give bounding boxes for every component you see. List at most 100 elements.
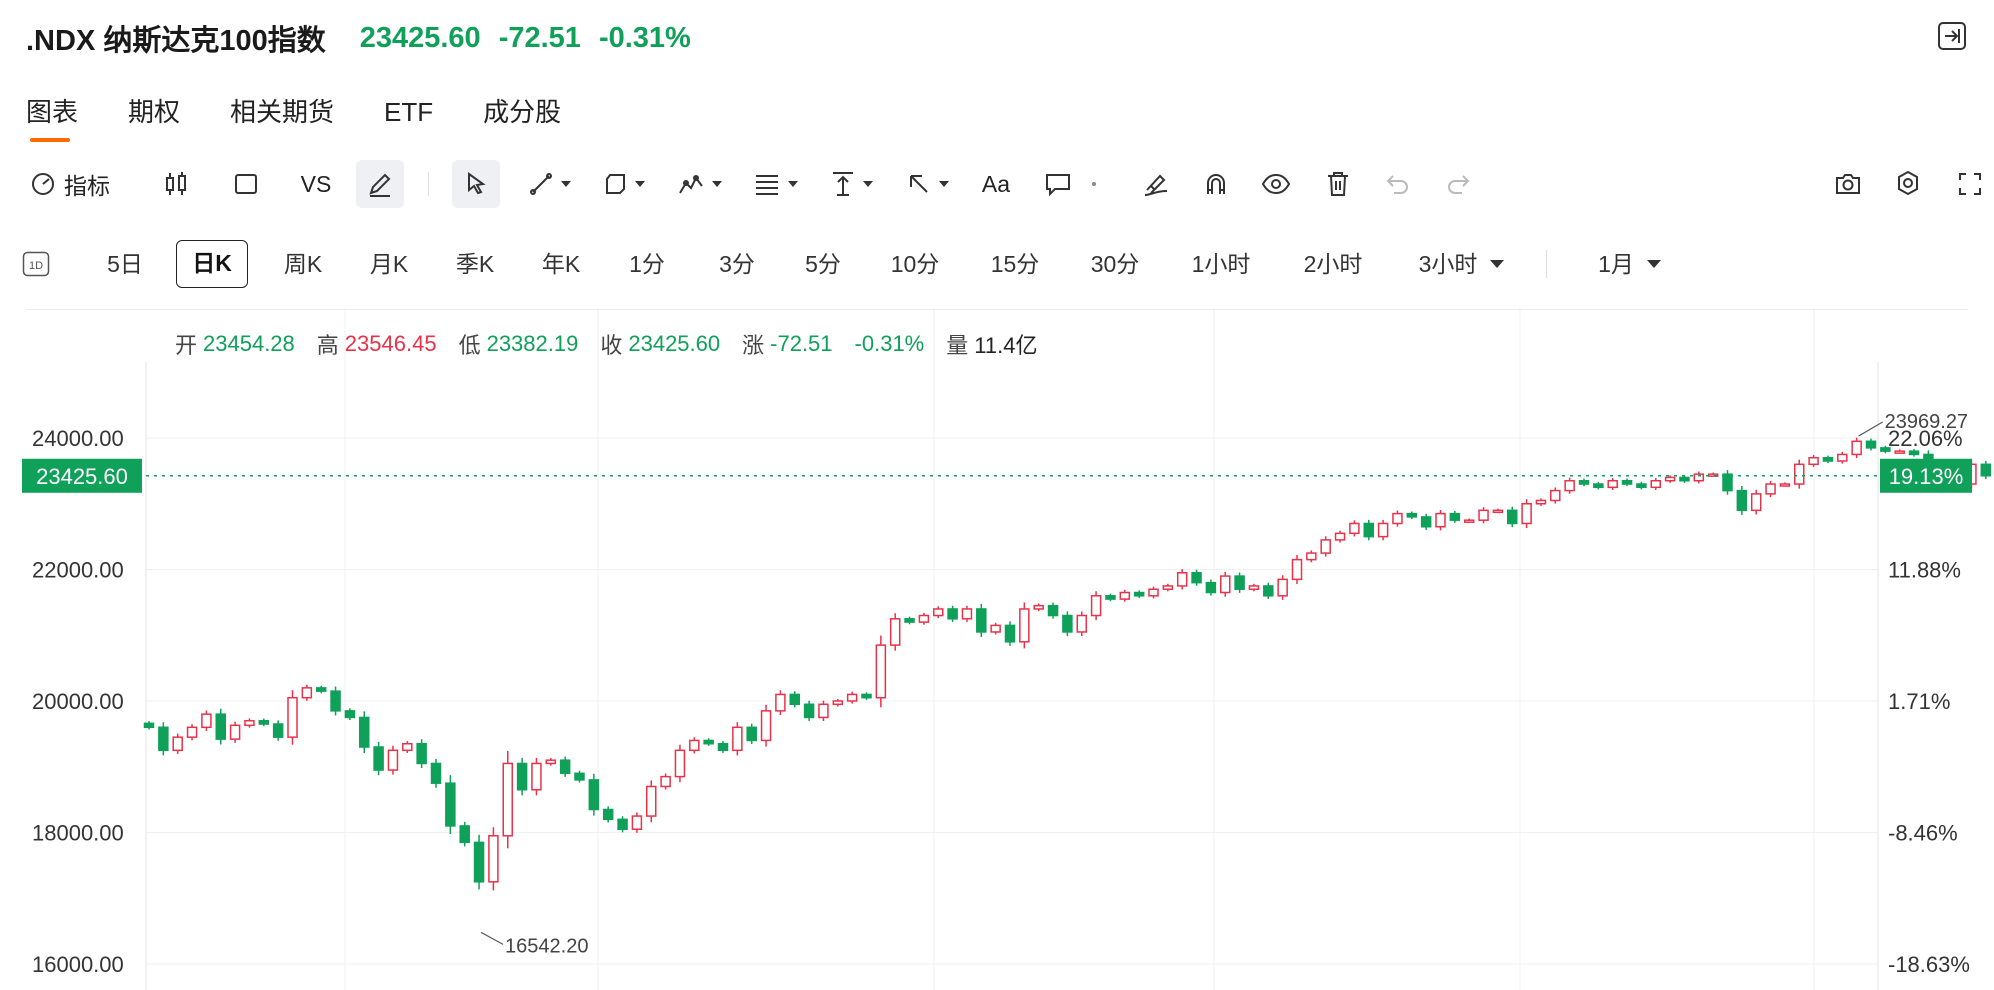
pattern-tool-button[interactable]: [670, 160, 730, 208]
fib-tool-icon: [756, 175, 778, 195]
cursor-tool-button[interactable]: [452, 160, 500, 208]
candle: [1837, 451, 1848, 464]
candle-body-up: [1607, 479, 1618, 489]
period-1hour[interactable]: 1小时: [1191, 251, 1251, 277]
candle: [545, 758, 557, 766]
tab-etf[interactable]: ETF: [384, 97, 434, 127]
candle: [1291, 555, 1303, 584]
candle: [1750, 489, 1762, 515]
candle-body-down: [430, 762, 442, 784]
candle: [1033, 603, 1044, 612]
period-1min[interactable]: 1分: [629, 251, 665, 277]
candle-body-down: [1449, 512, 1461, 521]
period-30min[interactable]: 30分: [1090, 251, 1140, 277]
screenshot-button[interactable]: [1826, 160, 1870, 208]
fullscreen-icon: [1959, 173, 1981, 195]
redo-button[interactable]: [1436, 160, 1480, 208]
candle: [1133, 590, 1145, 598]
y-axis-right-tick: 1.71%: [1888, 689, 1950, 714]
candle: [1521, 499, 1532, 529]
period-3min[interactable]: 3分: [719, 251, 755, 277]
period-15min[interactable]: 15分: [990, 251, 1040, 277]
fib-tool-button[interactable]: [746, 160, 806, 208]
pencil-icon: [369, 173, 391, 197]
period-2hour[interactable]: 2小时: [1303, 251, 1363, 277]
period-5d[interactable]: 5日: [107, 251, 143, 277]
fullscreen-button[interactable]: [1948, 160, 1992, 208]
tab-constituents[interactable]: 成分股: [483, 97, 562, 127]
candle: [1363, 519, 1374, 541]
candle: [1779, 482, 1791, 487]
period-10min[interactable]: 10分: [890, 251, 940, 277]
exit-panel-button[interactable]: [1936, 20, 1968, 52]
period-weekly[interactable]: 周K: [283, 251, 323, 277]
indicators-button[interactable]: 指标: [22, 160, 118, 208]
chart-annotations: 23969.27 16542.20: [480, 411, 1968, 957]
arrow-tool-button[interactable]: [898, 160, 958, 208]
candle-body-down: [1406, 512, 1418, 518]
camera-icon: [1836, 174, 1860, 194]
measure-tool-button[interactable]: [822, 160, 882, 208]
quote-header: .NDX 纳斯达克100指数 23425.60 -72.51 -0.31%: [26, 14, 709, 62]
period-daily[interactable]: 日K: [176, 240, 248, 288]
tab-options[interactable]: 期权: [128, 97, 181, 127]
candle: [1463, 518, 1475, 523]
price-change: -72.51: [498, 21, 581, 54]
candle-body-down: [617, 818, 628, 830]
compare-button[interactable]: VS: [294, 160, 338, 208]
last-price: 23425.60: [359, 21, 481, 54]
layout-button[interactable]: [226, 160, 266, 208]
candle-body-down: [1980, 463, 1992, 477]
candle-body-up: [1377, 522, 1389, 538]
candle-body-up: [186, 726, 198, 738]
intraday-toggle[interactable]: 1D: [22, 240, 50, 288]
magnet-button[interactable]: [1194, 160, 1238, 208]
settings-button[interactable]: [1886, 160, 1930, 208]
candle-body-up: [1894, 450, 1905, 454]
candle: [1191, 569, 1202, 586]
candle-body-down: [459, 825, 470, 844]
delete-button[interactable]: [1316, 160, 1360, 208]
candle: [1736, 485, 1748, 515]
period-quarterly[interactable]: 季K: [455, 251, 495, 277]
low-label: 低: [458, 333, 481, 358]
candle-body-up: [229, 724, 241, 740]
period-more-dropdown[interactable]: 3小时: [1406, 240, 1518, 288]
candlestick-icon: [166, 172, 186, 195]
candle-body-up: [1033, 604, 1044, 610]
volume-value: 11.4亿: [974, 333, 1038, 358]
period-yearly[interactable]: 年K: [541, 251, 581, 277]
line-tool-button[interactable]: [520, 160, 580, 208]
candle: [1349, 520, 1360, 537]
candle-body-down: [1263, 585, 1274, 597]
candle: [1090, 591, 1102, 621]
low-annotation-leader: [480, 931, 504, 945]
comment-tool-button[interactable]: [1036, 160, 1080, 208]
period-monthly[interactable]: 月K: [369, 251, 409, 277]
period-5min[interactable]: 5分: [805, 251, 841, 277]
candle-body-up: [1664, 476, 1676, 482]
text-tool-button[interactable]: Aa: [974, 160, 1018, 208]
candle-body-up: [918, 614, 930, 623]
candle: [1722, 470, 1733, 495]
candle: [1406, 511, 1418, 520]
eraser-tool-button[interactable]: [1134, 160, 1178, 208]
dot-separator: [1092, 182, 1096, 186]
shape-tool-button[interactable]: [594, 160, 654, 208]
drawing-mode-button[interactable]: [356, 160, 404, 208]
candle-body-up: [990, 624, 1001, 633]
candle-body-down: [215, 713, 226, 740]
tab-related-futures[interactable]: 相关期货: [230, 97, 335, 127]
candle-body-up: [1076, 614, 1087, 633]
candle: [1621, 478, 1633, 487]
open-value: 23454.28: [203, 331, 295, 356]
visibility-button[interactable]: [1254, 160, 1298, 208]
tab-chart[interactable]: 图表: [26, 88, 78, 142]
candle-body-up: [301, 687, 313, 699]
undo-button[interactable]: [1376, 160, 1420, 208]
candle: [1794, 459, 1805, 489]
candle-body-down: [1047, 604, 1059, 617]
chart-type-button[interactable]: [156, 160, 196, 208]
range-dropdown[interactable]: 1月: [1582, 240, 1678, 288]
price-chart[interactable]: 24000.00 22000.00 20000.00 18000.00 16000.00…: [0, 300, 1994, 990]
